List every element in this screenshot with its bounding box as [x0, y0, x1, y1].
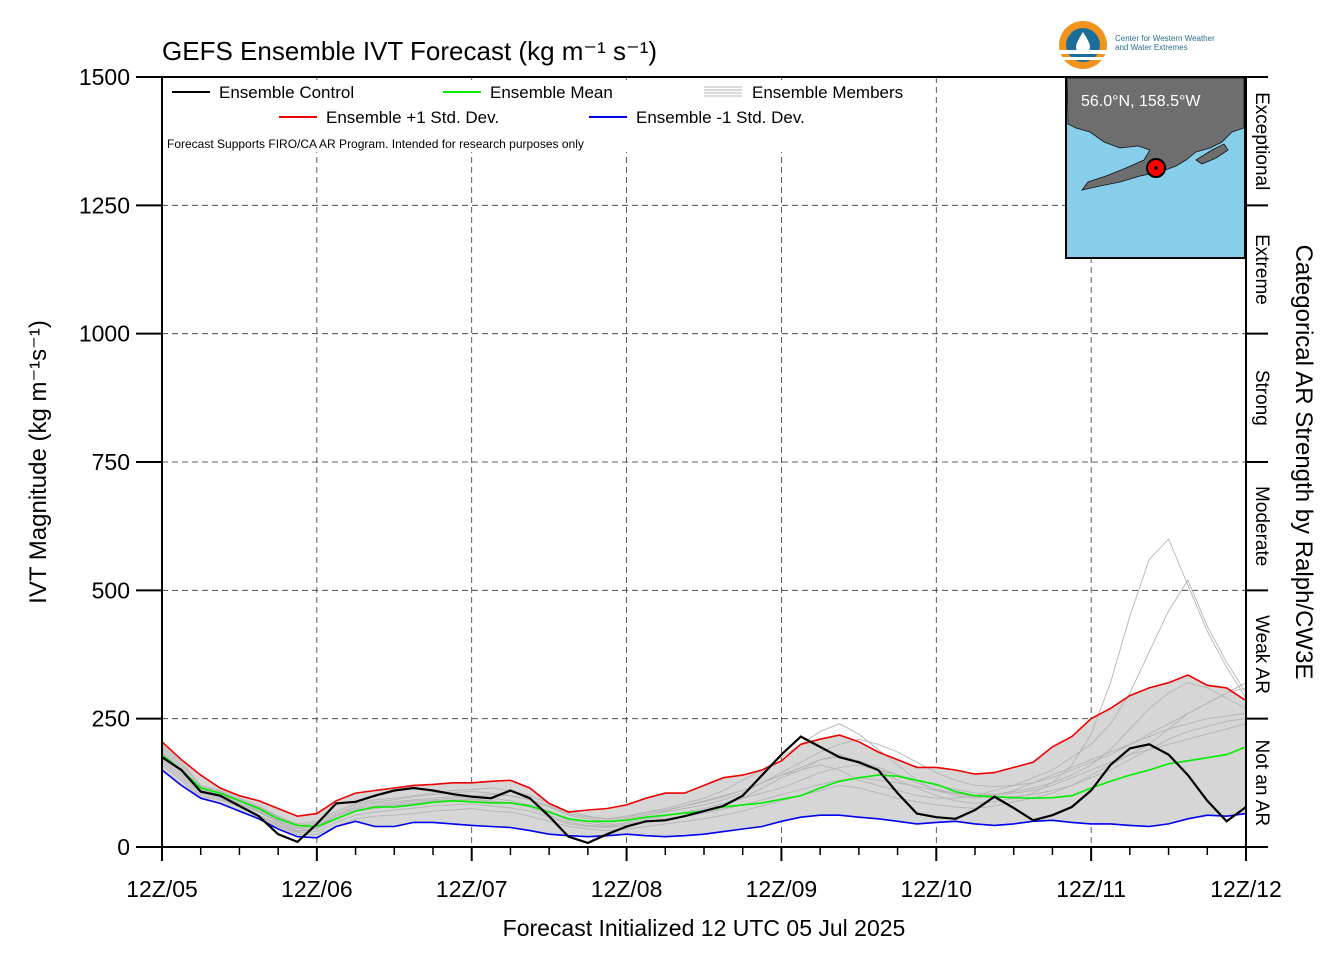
x-tick-label: 12Z/12	[1210, 876, 1282, 902]
y-tick-label: 0	[117, 834, 130, 860]
chart-title: GEFS Ensemble IVT Forecast (kg m⁻¹ s⁻¹)	[162, 36, 657, 66]
legend-item-members: Ensemble Members	[704, 83, 903, 102]
x-tick-label: 12Z/05	[126, 876, 198, 902]
ar-category-label: Not an AR	[1251, 739, 1272, 826]
y-tick-label: 1500	[79, 64, 130, 90]
series-line-ensemble-1-std-dev	[161, 769, 1247, 839]
legend: Ensemble Control Ensemble Mean Ensemble …	[165, 80, 935, 152]
ar-category-label: Strong	[1251, 370, 1272, 426]
legend-item-minus-sd: Ensemble -1 Std. Dev.	[589, 108, 805, 127]
series-line-ensemble-control	[161, 735, 1247, 845]
legend-item-mean: Ensemble Mean	[443, 83, 613, 102]
x-tick-label: 12Z/10	[900, 876, 972, 902]
cw3e-logo: Center for Western Weather and Water Ext…	[1059, 21, 1215, 69]
x-axis-label: Forecast Initialized 12 UTC 05 Jul 2025	[503, 915, 906, 941]
ar-category-label: Weak AR	[1251, 615, 1272, 694]
right-axis-label: Categorical AR Strength by Ralph/CW3E	[1290, 245, 1317, 680]
x-tick-label: 12Z/06	[281, 876, 353, 902]
ensemble-member-line	[161, 579, 1247, 830]
logo-text-line2: and Water Extremes	[1115, 43, 1188, 52]
x-tick-label: 12Z/11	[1056, 876, 1126, 902]
y-axis-label: IVT Magnitude (kg m⁻¹s⁻¹)	[25, 320, 52, 604]
legend-label-minus-sd: Ensemble -1 Std. Dev.	[636, 108, 805, 127]
footnote: Forecast Supports FIRO/CA AR Program. In…	[167, 137, 584, 151]
x-tick-label: 12Z/07	[436, 876, 508, 902]
inset-map: 56.0°N, 158.5°W	[1065, 76, 1246, 259]
ar-category-label: Exceptional	[1251, 92, 1272, 190]
series-line-ensemble-1-std-dev	[161, 674, 1247, 818]
legend-label-members: Ensemble Members	[752, 83, 903, 102]
ensemble-member-line	[161, 682, 1247, 828]
ensemble-member-line	[161, 687, 1247, 835]
ar-category-label: Moderate	[1251, 486, 1272, 566]
y-tick-label: 1250	[79, 192, 130, 218]
y-tick-label: 1000	[79, 321, 130, 347]
legend-label-control: Ensemble Control	[219, 83, 354, 102]
x-tick-label: 12Z/09	[746, 876, 818, 902]
legend-label-mean: Ensemble Mean	[490, 83, 613, 102]
y-tick-label: 500	[92, 577, 130, 603]
y-tick-label: 750	[92, 449, 130, 475]
legend-label-plus-sd: Ensemble +1 Std. Dev.	[326, 108, 499, 127]
y-tick-label: 250	[92, 706, 130, 732]
ensemble-member-line	[161, 718, 1247, 834]
legend-item-plus-sd: Ensemble +1 Std. Dev.	[279, 108, 499, 127]
logo-text-line1: Center for Western Weather	[1115, 34, 1215, 43]
kodiak-island	[1195, 143, 1229, 165]
ar-category-label: Extreme	[1251, 234, 1272, 305]
ensemble-member-line	[161, 713, 1247, 825]
x-tick-label: 12Z/08	[591, 876, 663, 902]
legend-item-control: Ensemble Control	[172, 83, 354, 102]
inset-location-label: 56.0°N, 158.5°W	[1081, 93, 1201, 110]
alaska-land	[1066, 77, 1245, 191]
ensemble-member-line	[161, 682, 1247, 826]
